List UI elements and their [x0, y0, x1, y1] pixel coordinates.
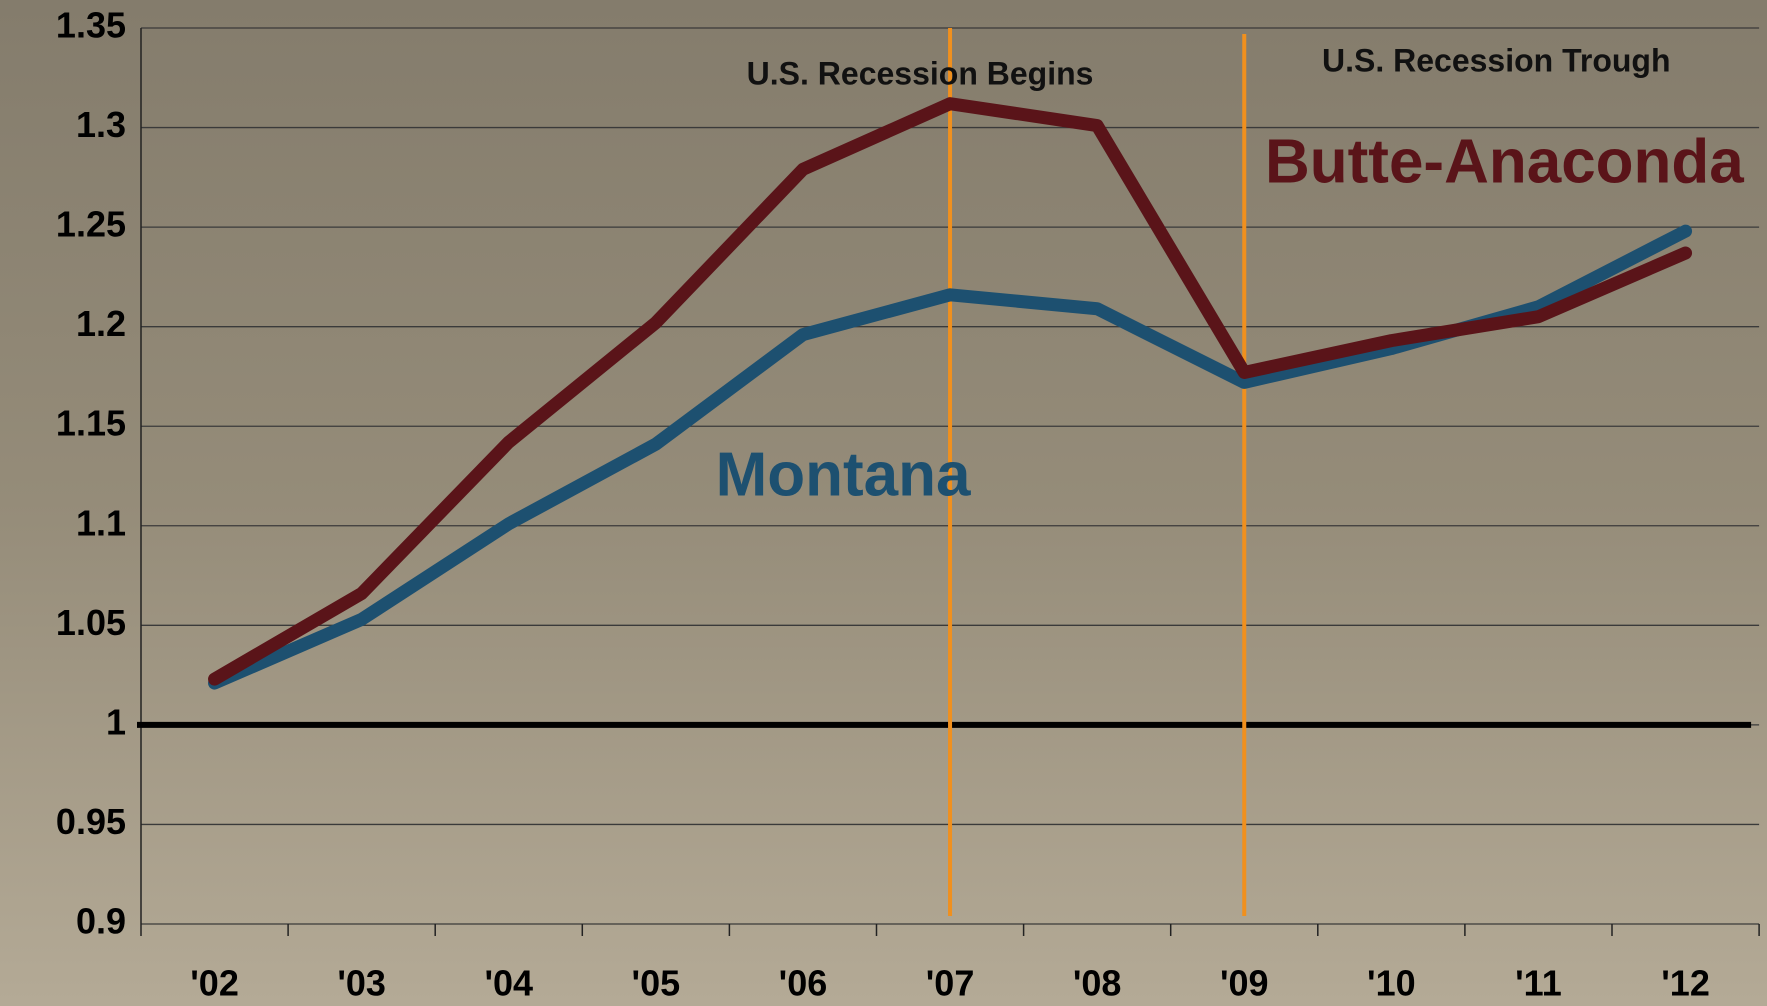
y-tick-label: 1.15 — [56, 403, 126, 444]
x-tick-label: '09 — [1220, 963, 1269, 1004]
x-tick-label: '11 — [1515, 963, 1562, 1004]
y-tick-label: 1.35 — [56, 5, 126, 46]
y-tick-label: 0.9 — [76, 901, 126, 942]
x-tick-label: '08 — [1073, 963, 1122, 1004]
y-tick-label: 1.25 — [56, 204, 126, 245]
annotation: U.S. Recession Begins — [747, 55, 1094, 91]
x-tick-label: '02 — [190, 963, 239, 1004]
y-tick-label: 1 — [106, 701, 126, 742]
x-tick-label: '12 — [1661, 963, 1710, 1004]
x-tick-label: '10 — [1367, 963, 1416, 1004]
annotation: U.S. Recession Trough — [1322, 42, 1671, 78]
x-tick-label: '03 — [337, 963, 386, 1004]
chart: 0.9 0.95 1 1.05 1.1 1.15 1.2 1.25 1.3 1.35 '02 '03 '… — [0, 0, 1767, 1006]
x-tick-label: '07 — [926, 963, 975, 1004]
y-tick-label: 1.2 — [76, 303, 126, 344]
series-label: Montana — [716, 440, 971, 509]
series-label: Butte-Anaconda — [1265, 127, 1744, 196]
x-tick-label: '05 — [632, 963, 681, 1004]
y-tick-label: 0.95 — [56, 801, 126, 842]
x-tick-label: '04 — [484, 963, 533, 1004]
x-tick-label: '06 — [779, 963, 828, 1004]
y-tick-label: 1.3 — [76, 104, 126, 145]
y-tick-label: 1.1 — [76, 502, 126, 543]
y-tick-label: 1.05 — [56, 602, 126, 643]
